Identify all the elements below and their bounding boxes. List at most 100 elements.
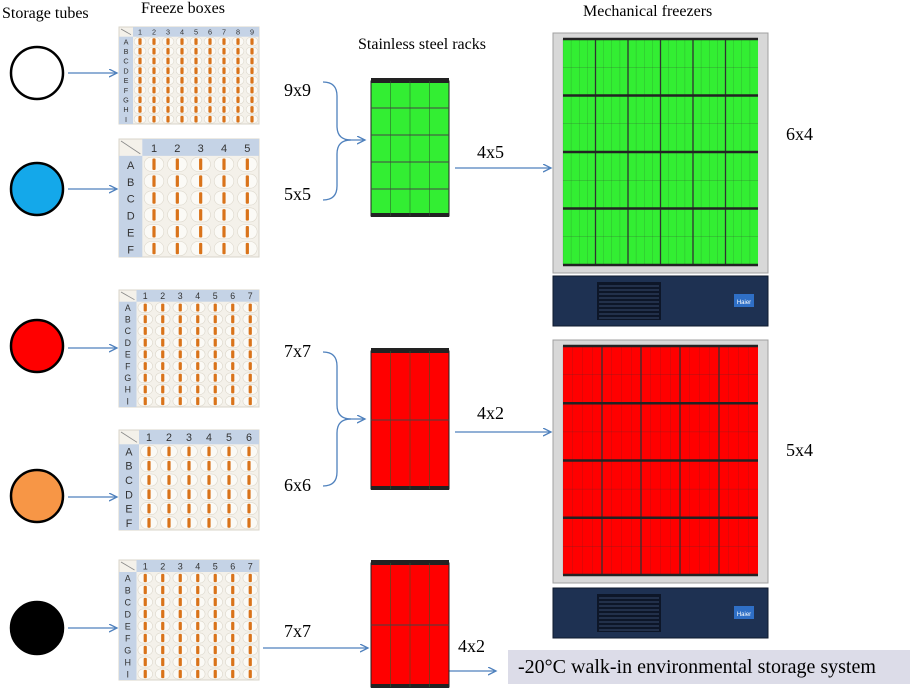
tube <box>166 67 170 74</box>
tube <box>147 518 151 528</box>
tube <box>245 242 249 255</box>
tube <box>161 315 165 324</box>
column-label: 1 <box>146 432 152 444</box>
row-label: D <box>125 609 132 619</box>
rack-red-black <box>370 560 450 688</box>
tube <box>231 303 235 312</box>
tube <box>152 225 156 238</box>
row-label: D <box>125 338 131 348</box>
column-label: 7 <box>248 291 253 301</box>
tube <box>213 573 217 583</box>
tube <box>213 597 217 607</box>
tube <box>248 669 252 679</box>
row-label: G <box>123 95 129 104</box>
tube <box>152 57 156 65</box>
tube <box>143 657 147 667</box>
tube <box>143 326 147 335</box>
tube <box>208 96 212 104</box>
column-label: 2 <box>166 432 172 444</box>
tube <box>180 47 184 55</box>
tube <box>152 209 156 221</box>
tube <box>161 326 165 335</box>
header-freeze-boxes: Freeze boxes <box>141 0 225 17</box>
tube <box>213 609 217 619</box>
tube <box>222 158 226 171</box>
tube <box>138 77 142 84</box>
tube <box>213 373 217 382</box>
tube <box>248 585 252 595</box>
tube <box>152 96 156 104</box>
tube <box>199 209 203 221</box>
tube <box>231 669 235 679</box>
tube <box>167 446 171 457</box>
tube <box>222 209 226 221</box>
tube <box>231 326 235 335</box>
tube <box>208 38 212 45</box>
tube <box>143 315 147 324</box>
tube <box>227 503 231 514</box>
column-label: 1 <box>151 143 157 155</box>
rack-size-4x2: 4x2 <box>477 403 504 423</box>
box-size-7x7-black: 7x7 <box>284 621 311 641</box>
column-header-band <box>136 560 259 572</box>
tube <box>143 373 147 382</box>
storage-tube-3 <box>9 318 65 374</box>
tube <box>250 47 254 55</box>
tube <box>147 460 151 471</box>
row-label: F <box>125 633 131 643</box>
rack-size-4x2-black: 4x2 <box>458 636 485 656</box>
tube <box>152 38 156 45</box>
tube <box>175 158 179 171</box>
tube <box>187 518 191 528</box>
column-label: 5 <box>213 561 218 571</box>
row-label: A <box>124 37 129 46</box>
tube <box>167 475 171 485</box>
freezer-red-5x4: Haier <box>552 339 769 639</box>
tube <box>248 633 252 643</box>
box-size-9x9: 9x9 <box>284 80 311 100</box>
tube <box>161 585 165 595</box>
tube <box>178 645 182 655</box>
tube <box>231 338 235 347</box>
tube <box>178 657 182 667</box>
row-label: B <box>125 461 132 473</box>
tube <box>227 460 231 471</box>
tube <box>250 57 254 65</box>
column-label: 4 <box>195 291 200 301</box>
tube <box>196 303 200 312</box>
tube <box>194 38 198 45</box>
storage-tube-2 <box>9 161 65 217</box>
row-label: I <box>125 115 127 124</box>
header-storage-tubes: Storage tubes <box>2 5 89 22</box>
tube <box>178 350 182 359</box>
tube <box>152 47 156 55</box>
bracket-group1 <box>322 81 352 201</box>
box-size-6x6: 6x6 <box>284 475 311 495</box>
column-label: 5 <box>226 432 232 444</box>
tube <box>236 67 240 74</box>
tube <box>138 47 142 55</box>
tube <box>250 77 254 84</box>
row-label: C <box>123 57 128 66</box>
row-label: G <box>124 373 131 383</box>
column-label: 3 <box>186 432 192 444</box>
tube <box>199 158 203 171</box>
tube <box>194 57 198 65</box>
row-label: A <box>125 446 133 458</box>
column-label: 6 <box>208 28 212 37</box>
walkin-storage-label: -20°C walk-in environmental storage syst… <box>508 650 910 684</box>
tube <box>245 209 249 221</box>
freezer-size-6x4: 6x4 <box>786 124 813 144</box>
tube <box>178 362 182 371</box>
row-header-band <box>119 155 143 257</box>
tube <box>166 38 170 45</box>
tube <box>247 503 251 514</box>
tube <box>152 86 156 94</box>
column-label: 6 <box>230 291 235 301</box>
box-size-7x7: 7x7 <box>284 341 311 361</box>
tube <box>248 657 252 667</box>
tube <box>248 362 252 371</box>
column-label: 4 <box>195 561 200 571</box>
row-label: C <box>125 326 131 336</box>
tube <box>248 326 252 335</box>
